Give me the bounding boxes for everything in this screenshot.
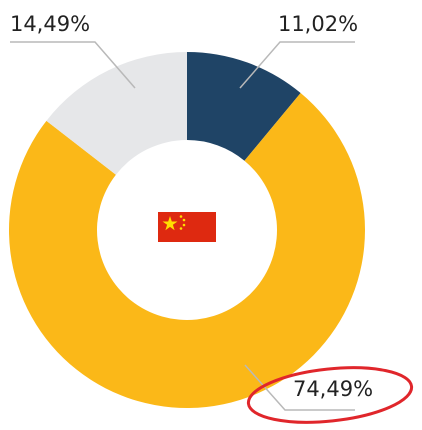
flag-star xyxy=(182,218,186,222)
flag-star xyxy=(162,216,178,231)
leader-line xyxy=(239,41,355,89)
annotation-circle xyxy=(246,366,414,424)
donut xyxy=(8,52,366,408)
slice-label: 74,49% xyxy=(293,377,373,401)
flag-star xyxy=(179,227,183,230)
leader-lines xyxy=(10,41,355,411)
slice-label: 11,02% xyxy=(278,12,358,36)
flag xyxy=(158,212,216,242)
donut-slice xyxy=(46,52,187,175)
leader-line xyxy=(10,41,136,89)
leader-line xyxy=(244,364,355,411)
donut-slice xyxy=(8,92,366,408)
flag-star xyxy=(179,215,183,218)
flag-star xyxy=(182,223,186,227)
slice-label: 14,49% xyxy=(10,12,90,36)
donut-slice xyxy=(187,52,301,161)
